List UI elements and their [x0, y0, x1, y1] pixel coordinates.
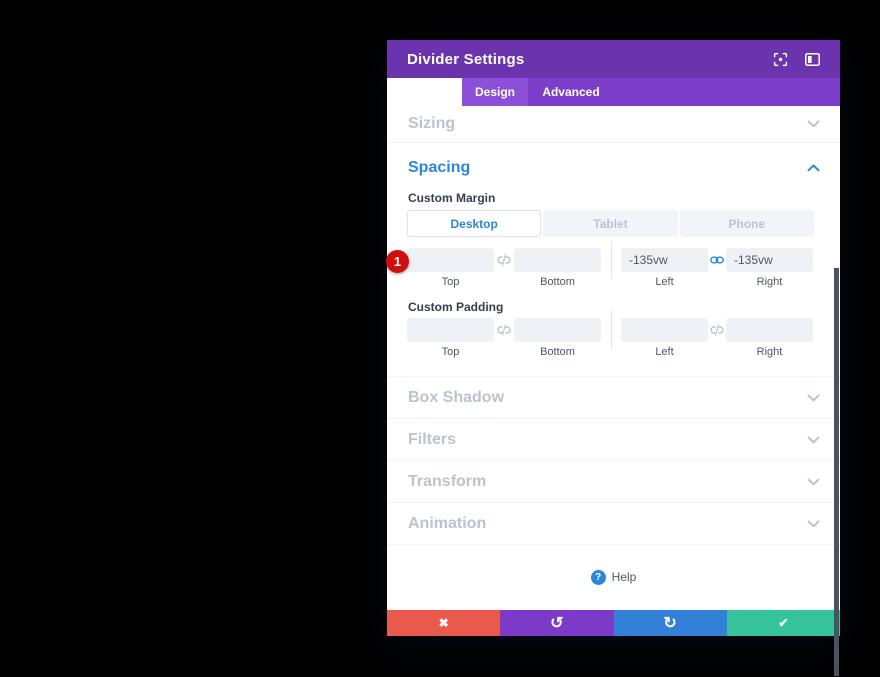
margin-top-label: Top [441, 276, 460, 288]
chevron-down-icon [807, 115, 820, 133]
divider-settings-modal: Divider Settings Content Design Advanced [387, 40, 840, 676]
padding-bottom-input[interactable] [514, 318, 601, 342]
field-group-divider [601, 241, 621, 279]
link-icon[interactable] [708, 254, 726, 266]
padding-bottom-label: Bottom [540, 346, 575, 358]
section-spacing-header[interactable]: Spacing [387, 143, 840, 177]
padding-left-label: Left [655, 346, 674, 358]
settings-tab-bar: Content Design Advanced [387, 78, 840, 582]
chevron-down-icon [807, 473, 820, 491]
panel-layout-icon[interactable] [805, 52, 820, 66]
custom-padding-field-labels: Top Bottom Left Right [387, 347, 840, 358]
device-switcher: Desktop Tablet Phone [407, 210, 814, 237]
tab-design[interactable]: Design [462, 78, 528, 106]
chevron-up-icon [807, 159, 820, 177]
margin-bottom-input[interactable] [514, 248, 601, 272]
modal-footer: ✖ ↺ ↻ ✔ [387, 610, 840, 636]
custom-margin-fields [387, 241, 840, 279]
chevron-down-icon [807, 431, 820, 449]
check-icon: ✔ [778, 616, 789, 630]
padding-right-input[interactable] [726, 318, 813, 342]
section-transform-label: Transform [408, 472, 487, 490]
custom-padding-fields [387, 311, 840, 349]
tab-advanced[interactable]: Advanced [542, 85, 600, 99]
redo-button[interactable]: ↻ [613, 610, 727, 636]
section-spacing-label: Spacing [408, 159, 471, 176]
margin-bottom-label: Bottom [540, 276, 575, 288]
padding-right-label: Right [756, 346, 783, 358]
custom-padding-label: Custom Padding [408, 300, 504, 314]
chevron-down-icon [807, 515, 820, 533]
device-tab-tablet[interactable]: Tablet [543, 210, 678, 237]
section-filters[interactable]: Filters [387, 419, 840, 461]
padding-top-input[interactable] [407, 318, 494, 342]
broken-link-icon[interactable] [494, 254, 514, 266]
discard-button[interactable]: ✖ [387, 610, 501, 636]
annotation-badge-1: 1 [386, 250, 409, 273]
margin-left-label: Left [655, 276, 674, 288]
padding-left-input[interactable] [621, 318, 708, 342]
broken-link-icon[interactable] [494, 324, 514, 336]
section-box-shadow[interactable]: Box Shadow [387, 377, 840, 419]
custom-margin-label: Custom Margin [408, 191, 496, 205]
custom-margin-field-labels: Top Bottom Left Right [387, 277, 840, 288]
section-filters-label: Filters [408, 430, 457, 448]
modal-title: Divider Settings [407, 50, 525, 68]
section-spacing: Spacing Custom Margin Desktop Tablet Pho… [387, 143, 840, 377]
device-tab-phone[interactable]: Phone [679, 210, 814, 237]
settings-content: Sizing Spacing Custom Margin Desktop Tab… [387, 106, 840, 676]
section-transform[interactable]: Transform [387, 461, 840, 503]
section-animation[interactable]: Animation [387, 503, 840, 545]
chevron-down-icon [807, 389, 820, 407]
section-sizing-label: Sizing [408, 115, 456, 132]
padding-top-label: Top [441, 346, 460, 358]
undo-button[interactable]: ↺ [500, 610, 614, 636]
section-animation-label: Animation [408, 514, 487, 532]
broken-link-icon[interactable] [708, 324, 726, 336]
help-link[interactable]: ? Help [590, 569, 637, 585]
scrollbar-thumb[interactable] [834, 268, 839, 676]
margin-right-label: Right [756, 276, 783, 288]
margin-right-input[interactable] [726, 248, 813, 272]
margin-top-input[interactable] [407, 248, 494, 272]
undo-icon: ↺ [550, 615, 564, 632]
device-tab-desktop[interactable]: Desktop [407, 210, 542, 237]
field-group-divider [601, 311, 621, 349]
save-button[interactable]: ✔ [726, 610, 840, 636]
close-icon: ✖ [438, 616, 449, 630]
help-row: ? Help [387, 545, 840, 609]
question-circle-icon: ? [590, 569, 606, 585]
help-label: Help [611, 570, 637, 584]
section-sizing[interactable]: Sizing [387, 106, 840, 143]
section-box-shadow-label: Box Shadow [408, 388, 505, 406]
redo-icon: ↻ [663, 615, 677, 632]
focus-expand-icon[interactable] [773, 52, 788, 67]
margin-left-input[interactable] [621, 248, 708, 272]
modal-header: Divider Settings [387, 40, 840, 78]
